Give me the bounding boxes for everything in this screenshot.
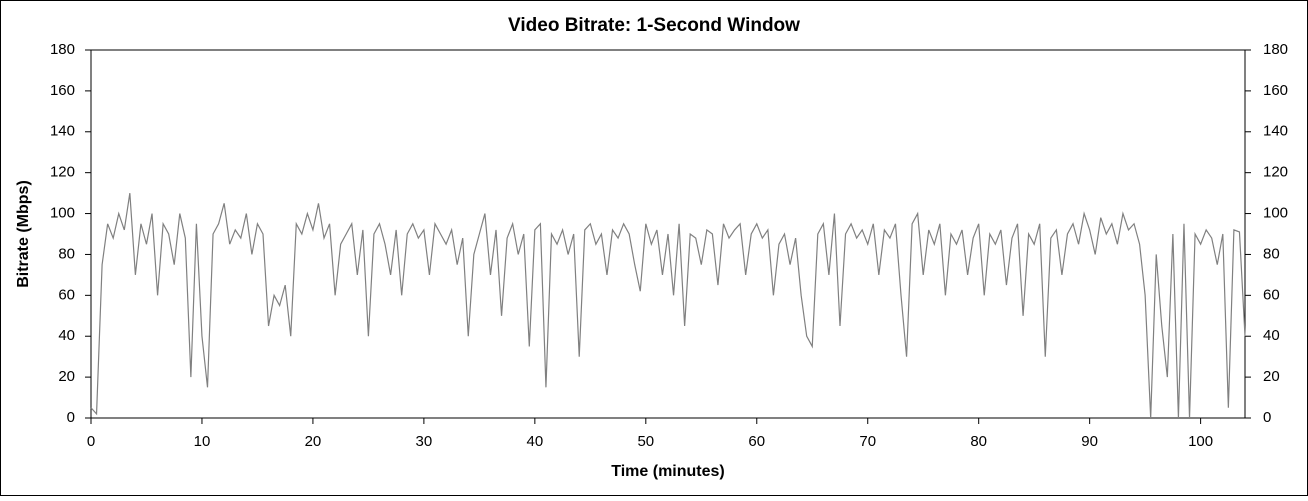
y2-tick-label: 60 bbox=[1263, 286, 1280, 303]
y-tick-label: 140 bbox=[50, 123, 75, 140]
y-tick-label: 100 bbox=[50, 205, 75, 222]
y2-tick-label: 100 bbox=[1263, 205, 1288, 222]
x-tick-label: 40 bbox=[527, 433, 544, 450]
x-tick-label: 60 bbox=[748, 433, 765, 450]
y-tick-label: 60 bbox=[58, 286, 75, 303]
x-tick-label: 80 bbox=[970, 433, 987, 450]
y-tick-label: 0 bbox=[67, 409, 75, 426]
y2-tick-label: 140 bbox=[1263, 123, 1288, 140]
x-tick-label: 10 bbox=[194, 433, 211, 450]
y2-tick-label: 40 bbox=[1263, 327, 1280, 344]
y2-tick-label: 0 bbox=[1263, 409, 1271, 426]
y2-tick-label: 20 bbox=[1263, 368, 1280, 385]
x-tick-label: 90 bbox=[1081, 433, 1098, 450]
plot-frame bbox=[90, 49, 1246, 419]
x-tick-label: 0 bbox=[87, 433, 95, 450]
x-tick-label: 20 bbox=[305, 433, 322, 450]
y2-tick-label: 80 bbox=[1263, 245, 1280, 262]
y2-tick-label: 160 bbox=[1263, 82, 1288, 99]
x-tick-label: 50 bbox=[637, 433, 654, 450]
bitrate-line bbox=[90, 193, 1246, 419]
y-tick-label: 80 bbox=[58, 245, 75, 262]
y-tick-label: 40 bbox=[58, 327, 75, 344]
y-axis-label: Bitrate (Mbps) bbox=[15, 180, 32, 288]
chart-title: Video Bitrate: 1-Second Window bbox=[508, 15, 800, 36]
y-tick-label: 20 bbox=[58, 368, 75, 385]
y-tick-label: 120 bbox=[50, 164, 75, 181]
x-tick-label: 100 bbox=[1188, 433, 1213, 450]
x-tick-label: 30 bbox=[416, 433, 433, 450]
y2-tick-label: 120 bbox=[1263, 164, 1288, 181]
x-tick-label: 70 bbox=[859, 433, 876, 450]
x-axis-label: Time (minutes) bbox=[611, 463, 725, 480]
y2-tick-label: 180 bbox=[1263, 41, 1288, 58]
y-tick-label: 160 bbox=[50, 82, 75, 99]
y-tick-label: 180 bbox=[50, 41, 75, 58]
